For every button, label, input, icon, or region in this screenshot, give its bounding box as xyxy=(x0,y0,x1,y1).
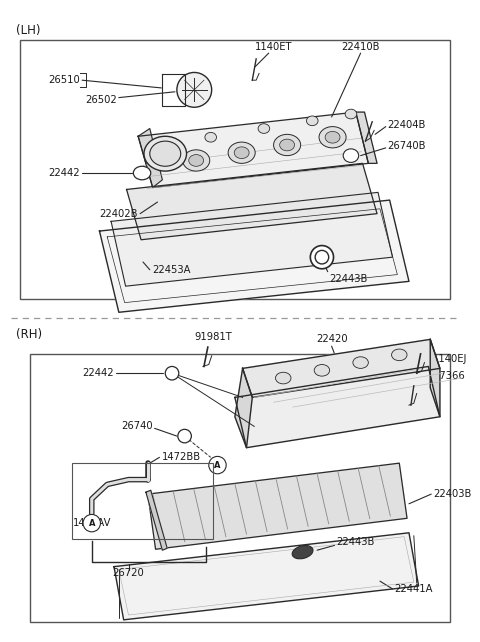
Text: 22442: 22442 xyxy=(83,369,114,378)
Ellipse shape xyxy=(83,514,100,532)
Polygon shape xyxy=(235,369,252,447)
Ellipse shape xyxy=(306,116,318,126)
Text: 26510: 26510 xyxy=(48,75,80,85)
Ellipse shape xyxy=(258,124,270,134)
Text: 91981T: 91981T xyxy=(195,333,232,342)
Polygon shape xyxy=(99,200,409,312)
Ellipse shape xyxy=(150,141,181,166)
Text: 22404B: 22404B xyxy=(388,119,426,130)
Text: 26502: 26502 xyxy=(85,94,117,105)
Ellipse shape xyxy=(274,134,300,155)
Ellipse shape xyxy=(156,141,168,151)
Ellipse shape xyxy=(315,250,329,264)
Text: 26740: 26740 xyxy=(121,421,153,431)
Polygon shape xyxy=(242,340,440,397)
Text: 1140ET: 1140ET xyxy=(255,42,292,52)
Text: 22403B: 22403B xyxy=(433,489,471,499)
Text: A: A xyxy=(88,519,95,528)
Ellipse shape xyxy=(165,367,179,380)
Ellipse shape xyxy=(177,73,212,107)
Text: (LH): (LH) xyxy=(16,24,41,37)
Ellipse shape xyxy=(234,147,249,159)
Polygon shape xyxy=(148,463,407,550)
Ellipse shape xyxy=(133,166,151,180)
Text: 1140EJ: 1140EJ xyxy=(433,354,468,364)
Ellipse shape xyxy=(276,372,291,384)
Polygon shape xyxy=(430,340,440,417)
Text: 27366: 27366 xyxy=(433,371,465,381)
Bar xyxy=(30,354,450,621)
Ellipse shape xyxy=(189,155,204,166)
Polygon shape xyxy=(127,163,377,239)
Ellipse shape xyxy=(353,357,368,369)
Polygon shape xyxy=(114,533,419,620)
Text: 1472BB: 1472BB xyxy=(162,453,202,462)
Text: 22443B: 22443B xyxy=(336,537,375,548)
Ellipse shape xyxy=(178,429,192,443)
Text: 22453A: 22453A xyxy=(153,265,191,275)
Bar xyxy=(20,40,450,299)
Text: 1472AV: 1472AV xyxy=(72,518,111,528)
Polygon shape xyxy=(138,112,368,187)
Text: 22402B: 22402B xyxy=(99,209,138,219)
Text: 22442: 22442 xyxy=(48,168,80,178)
Ellipse shape xyxy=(319,126,346,148)
Text: 26720: 26720 xyxy=(113,568,144,578)
Ellipse shape xyxy=(343,149,359,162)
Ellipse shape xyxy=(144,136,187,171)
Ellipse shape xyxy=(280,139,295,151)
Ellipse shape xyxy=(209,456,226,474)
Ellipse shape xyxy=(311,245,334,269)
Ellipse shape xyxy=(183,150,210,171)
Ellipse shape xyxy=(314,365,330,376)
Text: 22420: 22420 xyxy=(316,334,348,344)
Text: 22443B: 22443B xyxy=(330,274,368,284)
Ellipse shape xyxy=(392,349,407,361)
Polygon shape xyxy=(111,193,393,286)
Text: A: A xyxy=(214,460,221,469)
Ellipse shape xyxy=(228,142,255,163)
Polygon shape xyxy=(235,367,440,447)
Text: 26740B: 26740B xyxy=(388,141,426,151)
Polygon shape xyxy=(138,128,162,187)
Ellipse shape xyxy=(345,109,357,119)
Ellipse shape xyxy=(292,546,313,559)
Text: 22410B: 22410B xyxy=(341,42,380,52)
Text: (RH): (RH) xyxy=(16,328,42,341)
Ellipse shape xyxy=(325,132,340,143)
Bar xyxy=(72,463,213,539)
Polygon shape xyxy=(146,490,167,550)
Text: 22441A: 22441A xyxy=(395,584,433,594)
Polygon shape xyxy=(356,112,377,163)
Ellipse shape xyxy=(205,132,216,142)
